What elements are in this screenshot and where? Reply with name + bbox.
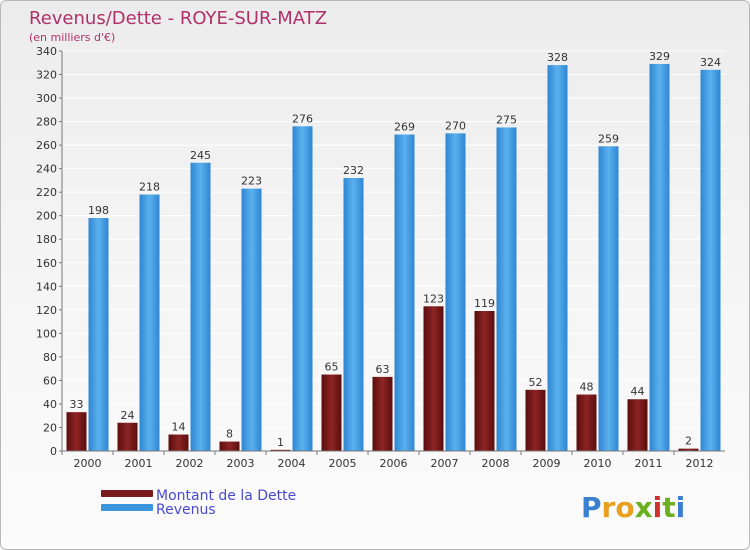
bar-revenus <box>394 134 415 451</box>
data-label-revenus: 198 <box>88 204 109 217</box>
y-tick-label: 40 <box>43 398 57 411</box>
y-tick-label: 60 <box>43 374 57 387</box>
bar-debt <box>270 449 291 451</box>
y-tick-label: 0 <box>50 445 57 458</box>
y-tick-label: 300 <box>36 92 57 105</box>
x-tick-label: 2006 <box>380 457 408 470</box>
bar-debt <box>219 441 240 451</box>
y-tick-label: 20 <box>43 421 57 434</box>
bar-revenus <box>700 69 721 451</box>
bar-debt <box>678 448 699 451</box>
legend-swatch-debt <box>101 490 153 497</box>
bar-revenus <box>496 127 517 452</box>
data-label-revenus: 275 <box>496 113 517 126</box>
data-label-revenus: 259 <box>598 132 619 145</box>
chart-title: Revenus/Dette - ROYE-SUR-MATZ <box>29 8 327 29</box>
x-tick-label: 2009 <box>533 457 561 470</box>
bar-debt <box>117 422 138 451</box>
grid-lines <box>62 50 725 428</box>
data-label-debt: 33 <box>70 398 84 411</box>
bar-debt <box>423 306 444 451</box>
y-tick-label: 160 <box>36 257 57 270</box>
data-label-revenus: 329 <box>649 50 670 63</box>
data-label-revenus: 223 <box>241 175 262 188</box>
bar-debt <box>321 374 342 451</box>
bar-revenus <box>241 188 262 451</box>
legend: Montant de la Dette Revenus <box>101 488 296 518</box>
data-label-debt: 8 <box>226 428 233 441</box>
bar-debt <box>627 399 648 451</box>
data-label-revenus: 324 <box>700 56 721 69</box>
y-tick-label: 200 <box>36 210 57 223</box>
bar-debt <box>66 412 87 451</box>
x-tick-label: 2000 <box>74 457 102 470</box>
data-label-debt: 1 <box>277 436 284 449</box>
y-axis-ticks: 0 20 40 60 80 100 120 140 160 180 200 220 240 260 280 3… <box>36 45 62 458</box>
data-label-debt: 52 <box>529 376 543 389</box>
y-tick-label: 320 <box>36 69 57 82</box>
data-label-debt: 2 <box>685 435 692 448</box>
bar-revenus <box>343 178 364 451</box>
y-tick-label: 80 <box>43 351 57 364</box>
proxiti-logo: Proxiti <box>581 491 685 524</box>
x-axis-ticks: 2000 2001 2002 2003 2004 2005 2006 2007 2008 2009… <box>61 451 714 470</box>
x-tick-label: 2012 <box>686 457 714 470</box>
x-tick-label: 2008 <box>482 457 510 470</box>
chart-subtitle: (en milliers d'€) <box>29 31 115 44</box>
x-tick-label: 2011 <box>635 457 663 470</box>
data-label-debt: 24 <box>121 409 135 422</box>
data-label-debt: 14 <box>172 421 186 434</box>
svg-text:Proxiti: Proxiti <box>581 491 685 524</box>
data-label-debt: 48 <box>580 381 594 394</box>
y-tick-label: 280 <box>36 116 57 129</box>
bar-revenus <box>598 146 619 451</box>
x-tick-label: 2003 <box>227 457 255 470</box>
y-tick-label: 260 <box>36 139 57 152</box>
bar-debt <box>576 394 597 451</box>
y-tick-label: 140 <box>36 280 57 293</box>
x-tick-label: 2004 <box>278 457 306 470</box>
data-label-debt: 44 <box>631 385 645 398</box>
data-label-debt: 123 <box>423 292 444 305</box>
data-label-revenus: 328 <box>547 51 568 64</box>
y-tick-label: 100 <box>36 327 57 340</box>
y-tick-label: 340 <box>36 45 57 58</box>
data-label-debt: 63 <box>376 363 390 376</box>
data-label-debt: 119 <box>474 297 495 310</box>
x-tick-label: 2005 <box>329 457 357 470</box>
data-label-revenus: 276 <box>292 112 313 125</box>
legend-swatch-revenus <box>101 504 153 511</box>
bar-debt <box>372 376 393 451</box>
legend-label-debt: Montant de la Dette <box>156 488 296 504</box>
data-label-revenus: 232 <box>343 164 364 177</box>
x-tick-label: 2007 <box>431 457 459 470</box>
bar-revenus <box>292 126 313 451</box>
data-label-revenus: 270 <box>445 119 466 132</box>
legend-label-revenus: Revenus <box>156 502 216 518</box>
y-tick-label: 180 <box>36 233 57 246</box>
bar-revenus <box>190 162 211 451</box>
bar-revenus <box>547 65 568 451</box>
bar-debt <box>474 311 495 451</box>
data-label-debt: 65 <box>325 361 339 374</box>
x-tick-label: 2001 <box>125 457 153 470</box>
y-tick-label: 220 <box>36 186 57 199</box>
bar-debt <box>168 434 189 451</box>
bar-revenus <box>88 218 109 451</box>
y-tick-label: 240 <box>36 163 57 176</box>
x-tick-label: 2002 <box>176 457 204 470</box>
bar-revenus <box>139 194 160 451</box>
data-label-revenus: 269 <box>394 121 415 134</box>
data-label-revenus: 245 <box>190 149 211 162</box>
bar-debt <box>525 389 546 451</box>
data-label-revenus: 218 <box>139 181 160 194</box>
bar-revenus <box>649 63 670 452</box>
bar-revenus <box>445 133 466 451</box>
x-tick-label: 2010 <box>584 457 612 470</box>
bars: 33 198 24 218 14 245 8 223 1 276 65 232 63 269 123 270 1… <box>66 50 721 452</box>
y-tick-label: 120 <box>36 304 57 317</box>
